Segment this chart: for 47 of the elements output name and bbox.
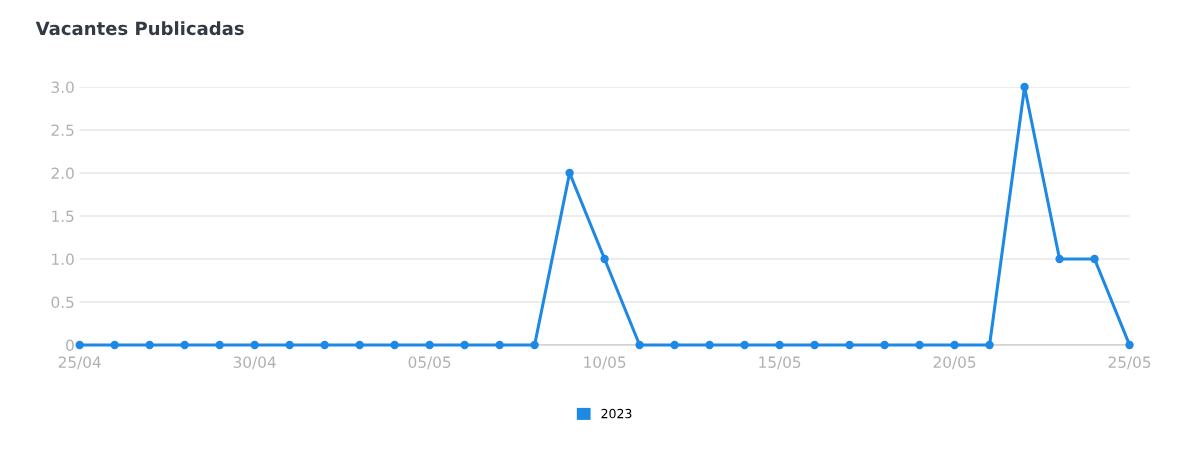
point — [740, 340, 749, 350]
point — [530, 340, 539, 350]
point — [950, 340, 959, 350]
point — [600, 254, 609, 264]
point — [355, 340, 364, 350]
point — [215, 340, 224, 350]
x-tick-label: 05/05 — [408, 356, 451, 370]
point — [810, 340, 819, 350]
x-tick-label: 10/05 — [584, 356, 626, 370]
point — [565, 168, 574, 178]
x-tick-label: 30/04 — [233, 356, 276, 370]
y-tick-label: 3.0 — [51, 81, 74, 93]
point — [425, 340, 434, 350]
point — [845, 340, 854, 350]
point — [1055, 254, 1064, 264]
point — [915, 340, 924, 350]
x-tick-label: 25/04 — [58, 356, 101, 370]
point — [775, 340, 784, 350]
point — [390, 340, 399, 350]
point — [1020, 82, 1029, 92]
point — [635, 340, 644, 350]
point — [1125, 340, 1134, 350]
x-tick-label: 20/05 — [933, 356, 976, 370]
point — [705, 340, 714, 350]
x-tick-label: 25/05 — [1108, 356, 1151, 370]
y-tick-label: 1.0 — [52, 253, 74, 266]
point — [1090, 254, 1099, 264]
point — [460, 340, 469, 350]
point — [145, 340, 154, 350]
legend-label: 2023 — [601, 408, 632, 419]
y-tick-label: 0 — [66, 339, 74, 352]
point — [495, 340, 504, 350]
y-tick-label: 2.5 — [51, 124, 74, 136]
point — [880, 340, 889, 350]
point — [75, 340, 84, 350]
point — [285, 340, 294, 350]
y-tick-label: 1.5 — [52, 210, 74, 223]
x-tick-label: 15/05 — [759, 356, 801, 370]
point — [250, 340, 259, 350]
chart-title: Vacantes Publicadas — [35, 21, 244, 36]
point — [110, 340, 119, 350]
y-tick-label: 0.5 — [51, 296, 74, 309]
point — [180, 340, 189, 350]
point — [985, 340, 994, 350]
point — [320, 340, 329, 350]
y-tick-label: 2.0 — [51, 167, 74, 179]
point — [670, 340, 679, 350]
